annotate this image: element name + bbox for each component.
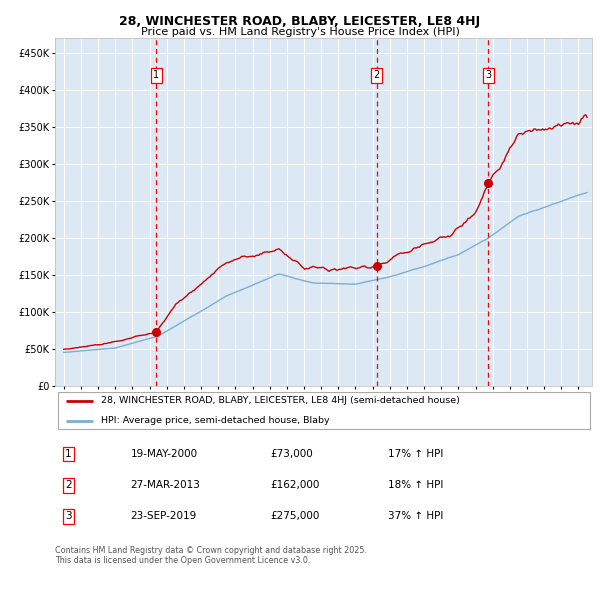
Text: 17% ↑ HPI: 17% ↑ HPI	[388, 449, 443, 459]
Text: 2: 2	[373, 70, 380, 80]
Text: 23-SEP-2019: 23-SEP-2019	[130, 512, 197, 522]
Text: Contains HM Land Registry data © Crown copyright and database right 2025.
This d: Contains HM Land Registry data © Crown c…	[55, 546, 367, 565]
Text: £275,000: £275,000	[270, 512, 319, 522]
Text: 2: 2	[65, 480, 72, 490]
Text: 27-MAR-2013: 27-MAR-2013	[130, 480, 200, 490]
Text: 1: 1	[65, 449, 72, 459]
Text: 28, WINCHESTER ROAD, BLABY, LEICESTER, LE8 4HJ: 28, WINCHESTER ROAD, BLABY, LEICESTER, L…	[119, 15, 481, 28]
Text: 1: 1	[153, 70, 159, 80]
Text: 3: 3	[485, 70, 491, 80]
Text: 19-MAY-2000: 19-MAY-2000	[130, 449, 197, 459]
Text: HPI: Average price, semi-detached house, Blaby: HPI: Average price, semi-detached house,…	[101, 416, 329, 425]
Text: 18% ↑ HPI: 18% ↑ HPI	[388, 480, 443, 490]
FancyBboxPatch shape	[58, 392, 590, 429]
Text: 3: 3	[65, 512, 72, 522]
Text: 37% ↑ HPI: 37% ↑ HPI	[388, 512, 443, 522]
Text: 28, WINCHESTER ROAD, BLABY, LEICESTER, LE8 4HJ (semi-detached house): 28, WINCHESTER ROAD, BLABY, LEICESTER, L…	[101, 396, 460, 405]
Text: Price paid vs. HM Land Registry's House Price Index (HPI): Price paid vs. HM Land Registry's House …	[140, 27, 460, 37]
Text: £162,000: £162,000	[270, 480, 319, 490]
Text: £73,000: £73,000	[270, 449, 313, 459]
